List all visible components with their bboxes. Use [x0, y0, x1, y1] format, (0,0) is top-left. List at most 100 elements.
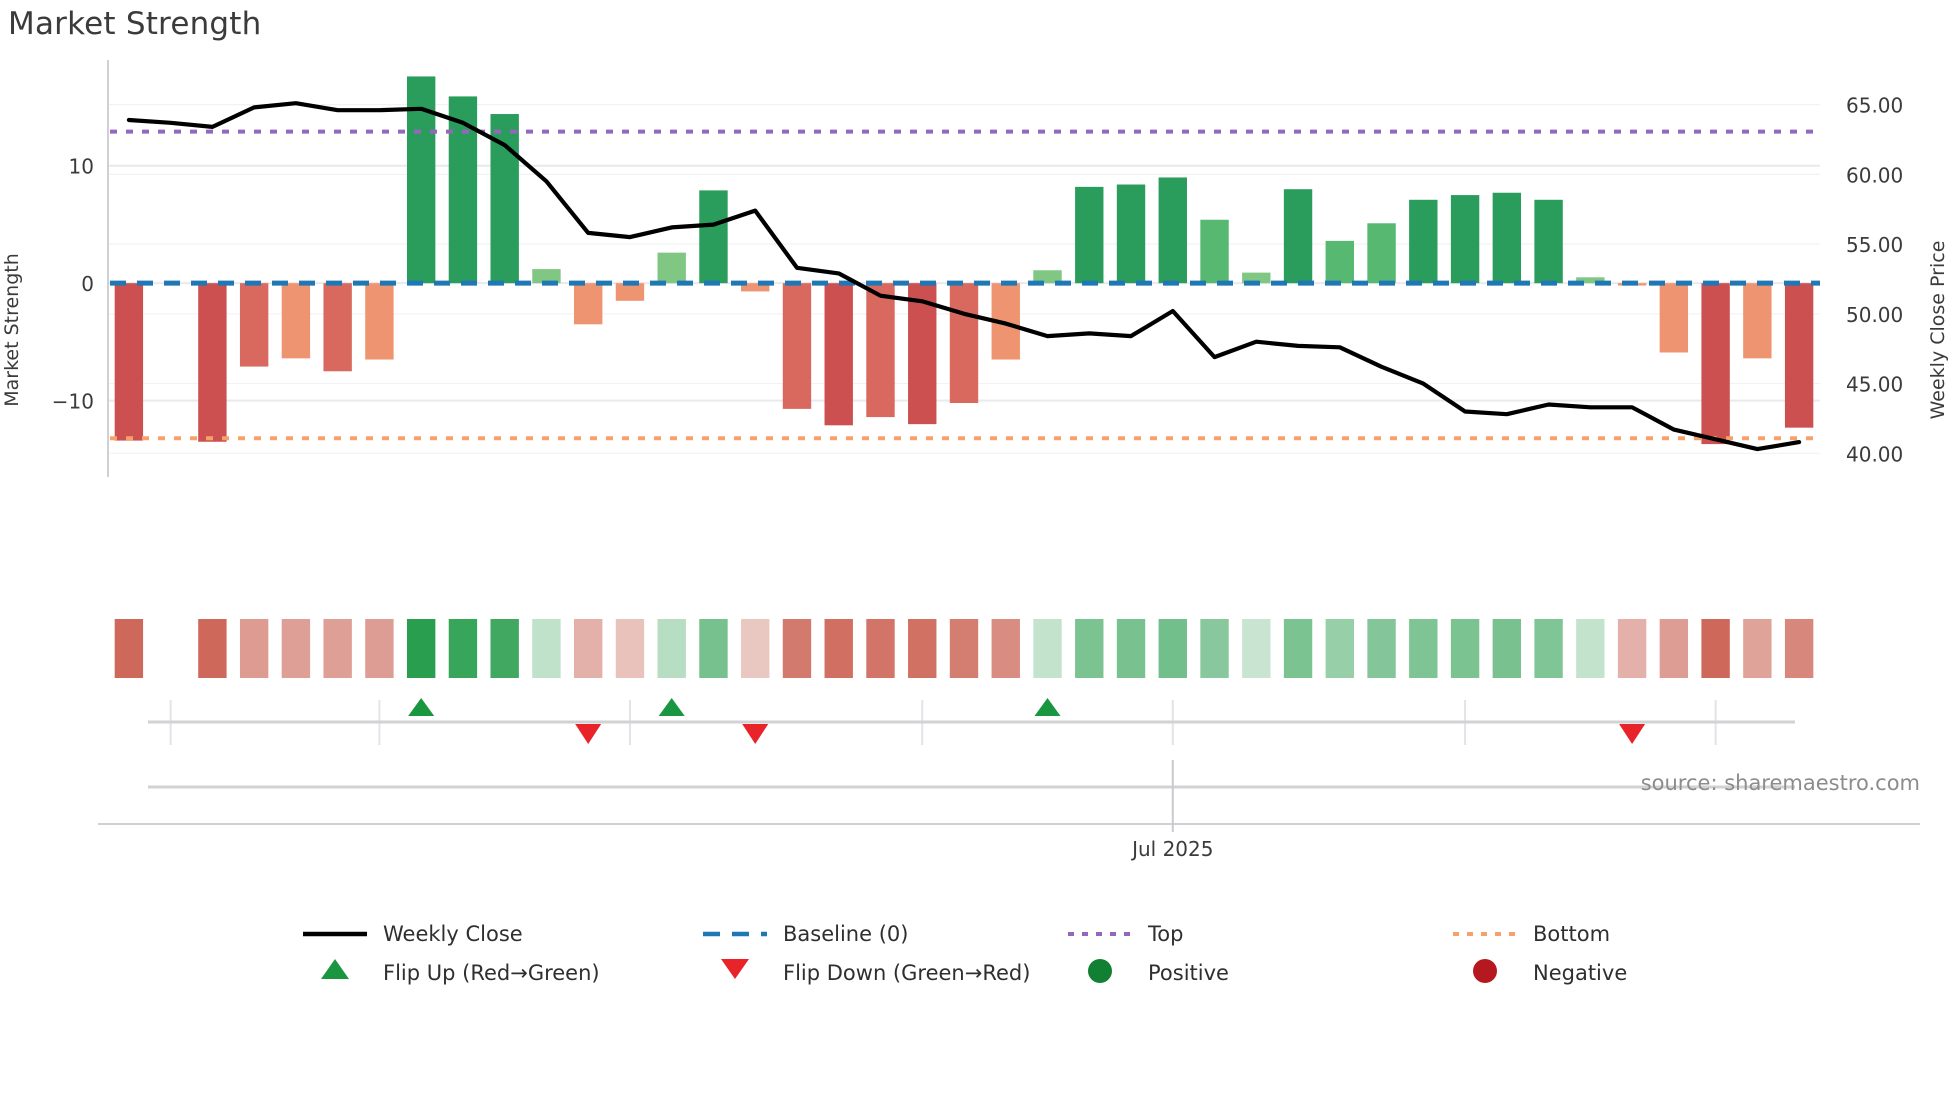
- bar: [1325, 240, 1355, 284]
- regime-cell: [1492, 619, 1522, 678]
- bar: [573, 283, 603, 325]
- flip-markers: [408, 698, 1646, 744]
- regime-cell: [1075, 619, 1104, 678]
- bar: [1075, 186, 1104, 284]
- legend-label: Baseline (0): [783, 922, 908, 946]
- legend-label: Flip Down (Green→Red): [783, 961, 1030, 985]
- legend-label: Negative: [1533, 961, 1627, 985]
- regime-strip: [114, 619, 1814, 678]
- flip-down-marker: [1619, 724, 1646, 744]
- y2-tick-label: 40.00: [1846, 442, 1903, 466]
- regime-cell: [1784, 619, 1814, 678]
- legend-label: Positive: [1148, 961, 1229, 985]
- regime-cell: [1367, 619, 1396, 678]
- regime-cell: [657, 619, 686, 678]
- legend-label: Top: [1147, 922, 1183, 946]
- bar: [699, 190, 728, 284]
- regime-cell: [1659, 619, 1689, 678]
- regime-cell: [1743, 619, 1772, 678]
- bar: [824, 283, 853, 426]
- legend-item: Positive: [1088, 959, 1229, 985]
- regime-cell: [1534, 619, 1563, 678]
- flip-up-marker: [1034, 698, 1061, 716]
- regime-cell: [782, 619, 812, 678]
- reference-lines: [110, 129, 1820, 441]
- chart-title: Market Strength: [8, 6, 262, 42]
- regime-cell: [490, 619, 519, 678]
- y2-tick-label: 60.00: [1846, 163, 1903, 187]
- regime-cell: [281, 619, 311, 678]
- regime-cell: [1450, 619, 1480, 678]
- bar: [657, 252, 686, 284]
- legend-label: Flip Up (Red→Green): [383, 961, 600, 985]
- bar: [281, 283, 311, 359]
- regime-cell: [365, 619, 394, 678]
- regime-cell: [824, 619, 853, 678]
- y-tick-label: −10: [52, 390, 94, 414]
- bar: [1158, 177, 1187, 284]
- flip-down-marker: [742, 724, 769, 744]
- regime-cell: [1158, 619, 1187, 678]
- bar: [1033, 270, 1062, 284]
- regime-cell: [239, 619, 269, 678]
- bar: [949, 283, 979, 403]
- legend-item: Negative: [1473, 959, 1627, 985]
- regime-cell: [1325, 619, 1355, 678]
- bar: [1784, 283, 1814, 428]
- bar: [908, 283, 937, 425]
- y2-tick-label: 55.00: [1846, 233, 1903, 257]
- x-tick-label: Jul 2025: [1130, 837, 1213, 861]
- legend-item: Top: [1068, 922, 1183, 946]
- legend-item: Weekly Close: [303, 922, 523, 946]
- bar: [532, 269, 561, 284]
- regime-cell: [1033, 619, 1062, 678]
- flip-down-marker: [575, 724, 602, 744]
- bar: [1116, 184, 1146, 284]
- bar: [1200, 219, 1229, 284]
- regime-cell: [406, 619, 436, 678]
- regime-cell: [1200, 619, 1229, 678]
- regime-cell: [908, 619, 937, 678]
- bar: [1743, 283, 1772, 359]
- regime-cell: [741, 619, 770, 678]
- regime-cell: [323, 619, 352, 678]
- bar: [1409, 199, 1438, 284]
- bar: [1701, 283, 1730, 445]
- bar: [1659, 283, 1689, 353]
- bar: [1492, 192, 1522, 284]
- regime-cell: [532, 619, 561, 678]
- regime-cell: [198, 619, 227, 678]
- regime-cell: [1283, 619, 1313, 678]
- axes: −10 0 10 40.00 45.00 50.00 55.00 60.00 65.00 Jul …: [52, 60, 1920, 861]
- bar: [239, 283, 269, 367]
- bar: [1283, 189, 1313, 284]
- weekly-close-polyline: [126, 101, 1802, 452]
- bar: [1450, 195, 1480, 284]
- bar: [365, 283, 394, 360]
- bar: [1367, 223, 1396, 284]
- regime-cell: [991, 619, 1020, 678]
- regime-cell: [1116, 619, 1146, 678]
- bar: [782, 283, 812, 409]
- bar: [323, 283, 352, 372]
- regime-cell: [1576, 619, 1605, 678]
- bar-series: [114, 76, 1814, 445]
- flip-up-marker: [658, 698, 685, 716]
- regime-cell: [1617, 619, 1647, 678]
- y2-tick-label: 65.00: [1846, 94, 1903, 118]
- legend-label: Bottom: [1533, 922, 1610, 946]
- regime-cell: [699, 619, 728, 678]
- bar: [1534, 199, 1563, 284]
- bar: [1576, 277, 1605, 284]
- bar: [866, 283, 895, 418]
- chart-legend: Weekly Close Baseline (0) Top Bottom Flip Up…: [303, 922, 1627, 985]
- y2-tick-label: 45.00: [1846, 373, 1903, 397]
- regime-cell: [1409, 619, 1438, 678]
- y2-tick-label: 50.00: [1846, 303, 1903, 327]
- regime-cell: [448, 619, 478, 678]
- regime-cell: [114, 619, 144, 678]
- bar: [615, 283, 645, 301]
- bar: [741, 283, 770, 292]
